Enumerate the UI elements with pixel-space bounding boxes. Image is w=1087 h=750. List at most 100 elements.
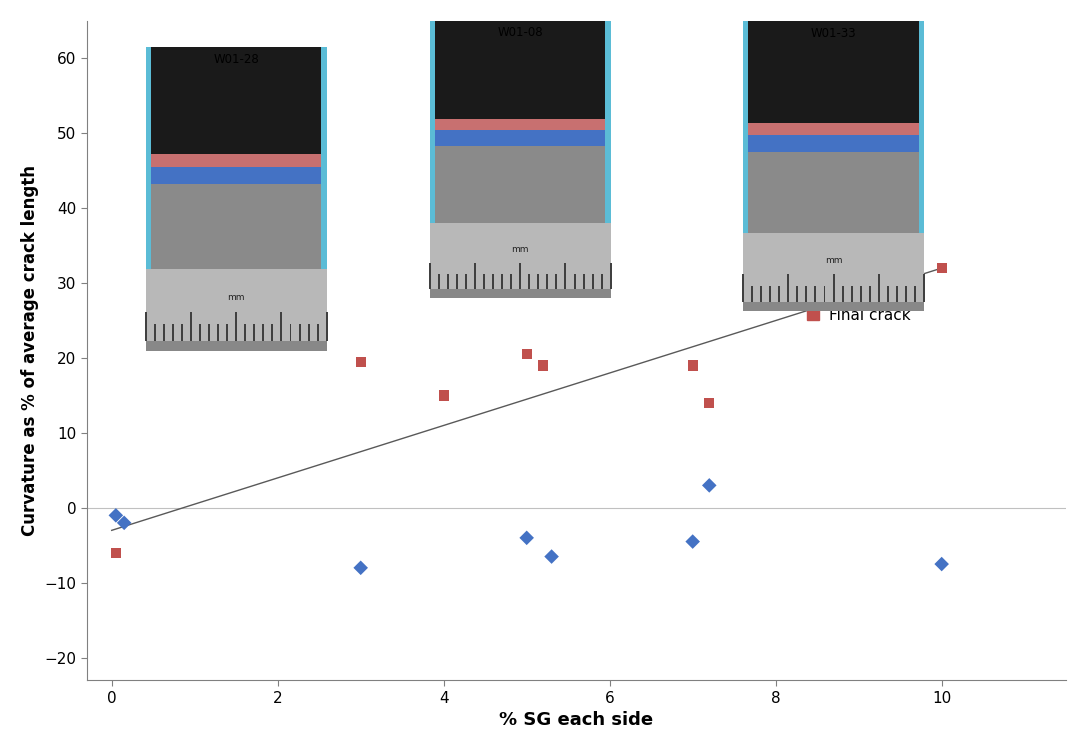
Text: mm: mm (511, 244, 529, 254)
Point (535, 359, 552, 371)
Text: W01-28: W01-28 (213, 53, 259, 66)
Bar (435, 21, 605, 118)
X-axis label: % SG each side: % SG each side (499, 711, 653, 729)
Bar (744, 21, 924, 311)
Bar (749, 152, 919, 232)
Bar (153, 324, 155, 340)
Bar (146, 268, 327, 350)
Bar (905, 286, 907, 302)
Bar (299, 324, 300, 340)
Bar (308, 324, 310, 340)
Bar (262, 324, 264, 340)
Bar (851, 286, 852, 302)
Point (701, 397, 719, 409)
Bar (814, 286, 816, 302)
Bar (465, 274, 466, 289)
Bar (742, 274, 744, 302)
Bar (447, 274, 449, 289)
Point (542, 550, 560, 562)
Bar (435, 118, 605, 130)
Bar (833, 274, 835, 302)
Bar (429, 289, 611, 298)
Bar (887, 286, 889, 302)
Bar (797, 286, 798, 302)
Bar (235, 312, 237, 340)
Bar (564, 262, 566, 289)
Bar (208, 324, 210, 340)
Bar (778, 286, 780, 302)
Bar (253, 324, 255, 340)
Bar (510, 274, 512, 289)
Point (352, 562, 370, 574)
Bar (172, 324, 174, 340)
Point (933, 558, 950, 570)
Point (518, 348, 536, 360)
Point (108, 509, 125, 521)
Bar (151, 47, 322, 154)
Point (518, 532, 536, 544)
Point (115, 517, 133, 529)
Bar (744, 302, 924, 311)
Bar (749, 21, 919, 232)
Bar (547, 274, 548, 289)
Point (684, 536, 701, 548)
Bar (760, 286, 762, 302)
Bar (217, 324, 218, 340)
Bar (574, 274, 575, 289)
Text: W01-08: W01-08 (498, 26, 544, 39)
Bar (438, 274, 439, 289)
Point (933, 262, 950, 274)
Bar (326, 312, 327, 340)
Bar (805, 286, 808, 302)
Bar (751, 286, 753, 302)
Bar (555, 274, 558, 289)
Bar (474, 262, 476, 289)
Bar (199, 324, 201, 340)
Bar (744, 232, 924, 311)
Bar (492, 274, 493, 289)
Bar (537, 274, 539, 289)
Point (684, 359, 701, 371)
Bar (435, 130, 605, 146)
Bar (146, 47, 327, 350)
Point (352, 356, 370, 368)
Bar (435, 146, 605, 223)
Bar (749, 123, 919, 135)
Bar (163, 324, 164, 340)
Bar (428, 262, 430, 289)
Point (701, 479, 719, 491)
Bar (145, 312, 147, 340)
Bar (610, 262, 612, 289)
Bar (841, 286, 844, 302)
Bar (770, 286, 771, 302)
Bar (146, 340, 327, 350)
Bar (245, 324, 246, 340)
Bar (601, 274, 602, 289)
Text: mm: mm (227, 292, 245, 302)
Bar (787, 274, 789, 302)
Legend: Pre-crack, Final crack: Pre-crack, Final crack (800, 279, 916, 329)
Bar (272, 324, 273, 340)
Bar (151, 154, 322, 166)
Bar (483, 274, 485, 289)
Bar (896, 286, 898, 302)
Bar (455, 274, 458, 289)
Bar (151, 47, 322, 268)
Bar (180, 324, 183, 340)
Bar (520, 262, 521, 289)
Y-axis label: Curvature as % of average crack length: Curvature as % of average crack length (21, 165, 39, 536)
Bar (749, 135, 919, 152)
Bar (749, 21, 919, 123)
Bar (583, 274, 585, 289)
Bar (429, 223, 611, 298)
Bar (824, 286, 825, 302)
Bar (914, 286, 916, 302)
Bar (289, 324, 291, 340)
Bar (435, 21, 605, 223)
Bar (878, 274, 879, 302)
Bar (316, 324, 318, 340)
Point (108, 547, 125, 559)
Bar (528, 274, 530, 289)
Bar (869, 286, 871, 302)
Bar (151, 184, 322, 268)
